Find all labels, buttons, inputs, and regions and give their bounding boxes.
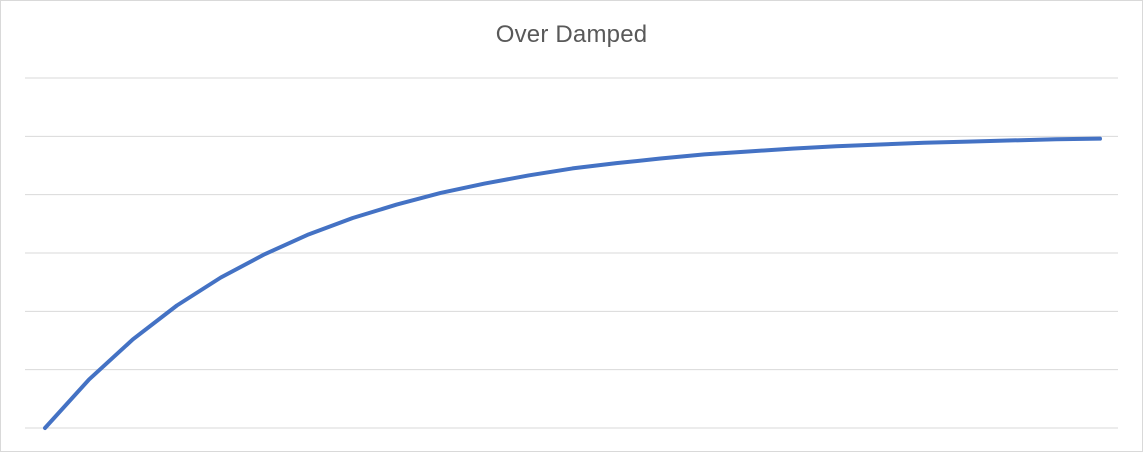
chart-title: Over Damped <box>495 21 648 48</box>
series-line <box>43 136 1102 430</box>
series-group <box>43 136 1102 430</box>
gridlines <box>25 77 1118 429</box>
